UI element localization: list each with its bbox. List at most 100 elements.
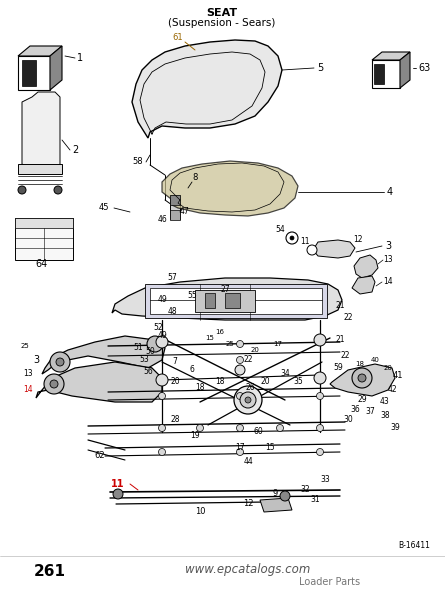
Circle shape <box>316 425 324 431</box>
Circle shape <box>236 340 243 347</box>
Circle shape <box>236 448 243 456</box>
Polygon shape <box>372 60 400 88</box>
Text: 17: 17 <box>235 444 245 453</box>
Circle shape <box>240 392 256 408</box>
Text: 47: 47 <box>180 207 190 216</box>
Polygon shape <box>22 92 60 174</box>
Circle shape <box>358 374 366 382</box>
Polygon shape <box>162 161 298 216</box>
Text: 40: 40 <box>371 357 380 363</box>
Polygon shape <box>205 293 215 308</box>
Polygon shape <box>18 164 62 174</box>
Circle shape <box>290 236 294 240</box>
Polygon shape <box>36 362 162 402</box>
Bar <box>15 218 73 260</box>
Polygon shape <box>313 240 355 258</box>
Circle shape <box>44 374 64 394</box>
Polygon shape <box>18 46 62 56</box>
Bar <box>170 210 180 220</box>
Circle shape <box>316 393 324 400</box>
Text: 16: 16 <box>215 329 224 335</box>
Text: 39: 39 <box>390 424 400 432</box>
Circle shape <box>156 336 168 348</box>
Text: 27: 27 <box>220 286 230 295</box>
Text: 28: 28 <box>170 415 180 425</box>
Text: 12: 12 <box>243 500 253 508</box>
Circle shape <box>236 425 243 431</box>
Text: 5: 5 <box>317 63 323 73</box>
Text: 12: 12 <box>353 235 363 245</box>
Text: 32: 32 <box>300 485 310 494</box>
Polygon shape <box>22 60 36 86</box>
Circle shape <box>307 245 317 255</box>
Text: 44: 44 <box>243 457 253 466</box>
Circle shape <box>314 334 326 346</box>
Text: www.epcatalogs.com: www.epcatalogs.com <box>185 564 311 577</box>
Bar <box>145 284 327 318</box>
Circle shape <box>235 365 245 375</box>
Polygon shape <box>260 498 292 512</box>
Text: 43: 43 <box>380 397 390 406</box>
Text: 42: 42 <box>387 386 397 394</box>
Bar <box>10 31 435 550</box>
Circle shape <box>314 372 326 384</box>
Text: 22: 22 <box>343 314 353 323</box>
Text: 2: 2 <box>72 145 78 155</box>
Text: 20: 20 <box>384 365 392 371</box>
Text: 58: 58 <box>133 157 143 166</box>
Circle shape <box>234 386 262 414</box>
Circle shape <box>158 393 166 400</box>
Polygon shape <box>132 40 282 138</box>
Circle shape <box>50 380 58 388</box>
Polygon shape <box>225 293 240 308</box>
Text: 4: 4 <box>387 187 393 197</box>
Text: 54: 54 <box>275 226 285 235</box>
Circle shape <box>236 393 243 400</box>
Text: 13: 13 <box>383 255 393 264</box>
Text: 35: 35 <box>293 378 303 387</box>
Text: 19: 19 <box>190 431 200 440</box>
Text: 61: 61 <box>173 33 183 43</box>
Text: 60: 60 <box>253 428 263 437</box>
Text: 64: 64 <box>36 259 48 269</box>
Circle shape <box>50 352 70 372</box>
Text: 9: 9 <box>272 489 278 498</box>
Polygon shape <box>18 56 50 90</box>
Text: 3: 3 <box>33 355 39 365</box>
Polygon shape <box>400 52 410 88</box>
Text: 59: 59 <box>333 364 343 372</box>
Text: 6: 6 <box>190 365 194 374</box>
Text: 33: 33 <box>320 476 330 485</box>
Circle shape <box>286 232 298 244</box>
Text: 18: 18 <box>356 361 364 367</box>
Text: 26: 26 <box>245 384 255 393</box>
Bar <box>9 30 436 551</box>
Circle shape <box>54 186 62 194</box>
Circle shape <box>156 374 168 386</box>
Bar <box>170 195 180 219</box>
Text: 22: 22 <box>243 355 253 365</box>
Bar <box>170 195 180 205</box>
Circle shape <box>352 368 372 388</box>
Text: 36: 36 <box>350 406 360 415</box>
Text: 37: 37 <box>365 407 375 416</box>
Text: 20: 20 <box>260 378 270 387</box>
Text: 18: 18 <box>195 384 205 393</box>
Text: 8: 8 <box>192 173 198 182</box>
Polygon shape <box>354 255 378 278</box>
Text: 29: 29 <box>357 396 367 405</box>
Text: (Suspension - Sears): (Suspension - Sears) <box>168 18 276 28</box>
Circle shape <box>236 356 243 364</box>
Text: 11: 11 <box>111 479 125 489</box>
Text: 14: 14 <box>383 277 393 286</box>
Text: 46: 46 <box>157 216 167 225</box>
Circle shape <box>56 358 64 366</box>
Text: 3: 3 <box>385 241 391 251</box>
Polygon shape <box>374 64 384 84</box>
Text: 22: 22 <box>340 350 350 359</box>
Text: 25: 25 <box>20 343 29 349</box>
Text: 7: 7 <box>173 358 178 366</box>
Text: 17: 17 <box>274 341 283 347</box>
Text: 48: 48 <box>167 308 177 317</box>
Text: 18: 18 <box>215 378 225 387</box>
